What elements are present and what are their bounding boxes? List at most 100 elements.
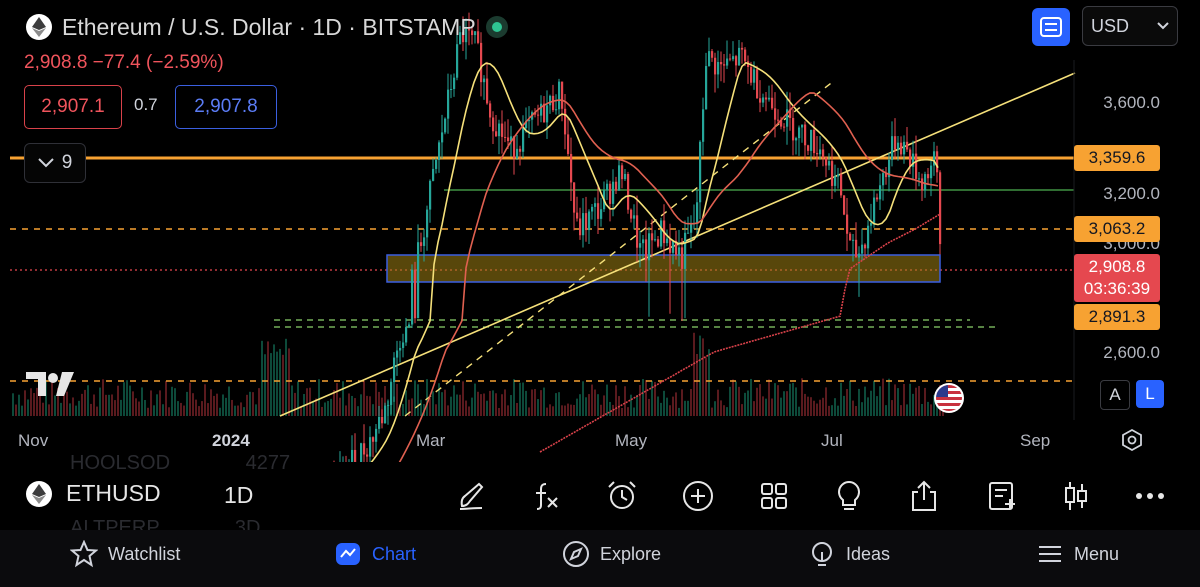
- candle-body: [465, 29, 468, 43]
- candle-body: [903, 141, 906, 155]
- candle-body: [426, 209, 429, 238]
- volume-bar: [663, 390, 665, 416]
- volume-bar: [669, 405, 671, 416]
- volume-bar: [159, 390, 161, 416]
- notes-icon[interactable]: [982, 476, 1022, 516]
- volume-bar: [918, 386, 920, 416]
- volume-bar: [294, 392, 296, 416]
- nav-watchlist[interactable]: Watchlist: [70, 540, 180, 568]
- candle-body: [543, 103, 546, 123]
- log-scale-button[interactable]: L: [1136, 380, 1164, 408]
- plus-circle-icon[interactable]: [678, 476, 718, 516]
- price-tag-support[interactable]: 2,891.3: [1074, 304, 1160, 330]
- lightbulb-icon[interactable]: [829, 476, 869, 516]
- ghost-value: 4277: [245, 452, 291, 474]
- candle-body: [480, 42, 483, 83]
- economic-events-flag-icon[interactable]: [933, 382, 965, 419]
- volume-bar: [705, 357, 707, 416]
- candle-body: [744, 49, 747, 62]
- candle-body: [636, 215, 639, 248]
- interval-selector[interactable]: 1D: [224, 482, 254, 508]
- volume-bar: [228, 386, 230, 416]
- volume-bar: [792, 382, 794, 416]
- volume-bar: [327, 401, 329, 416]
- chart-area[interactable]: Ethereum / U.S. Dollar · 1D · BITSTAMP 2…: [0, 0, 1200, 462]
- candle-body: [672, 240, 675, 253]
- candle-body: [354, 449, 357, 462]
- symbol-selector[interactable]: ETHUSD: [26, 480, 161, 507]
- nav-menu[interactable]: Menu: [1036, 540, 1119, 568]
- volume-bar: [111, 394, 113, 416]
- candle-body: [888, 159, 891, 178]
- candles-icon[interactable]: [1056, 476, 1096, 516]
- price-chart[interactable]: [0, 0, 1200, 462]
- volume-bar: [213, 395, 215, 416]
- candle-body: [585, 213, 588, 231]
- volume-bar: [129, 385, 131, 416]
- volume-bar: [489, 390, 491, 416]
- volume-bar: [24, 390, 26, 416]
- nav-ideas[interactable]: Ideas: [808, 540, 890, 568]
- candle-body: [591, 206, 594, 212]
- candle-body: [741, 47, 744, 50]
- volume-bar: [840, 382, 842, 416]
- buy-button[interactable]: 2,907.8: [175, 85, 277, 129]
- grid-icon[interactable]: [754, 476, 794, 516]
- fullscreen-button[interactable]: [1032, 8, 1070, 46]
- candle-body: [873, 197, 876, 223]
- volume-bar: [543, 387, 545, 416]
- volume-bar: [336, 383, 338, 416]
- volume-bar: [573, 404, 575, 416]
- price-tag-resistance[interactable]: 3,359.6: [1074, 145, 1160, 171]
- share-icon[interactable]: [904, 476, 944, 516]
- candle-body: [678, 247, 681, 256]
- volume-bar: [609, 401, 611, 416]
- volume-bar: [600, 404, 602, 416]
- candle-body: [822, 149, 825, 158]
- volume-bar: [687, 400, 689, 416]
- candle-body: [906, 141, 909, 150]
- nav-explore[interactable]: Explore: [562, 540, 661, 568]
- price-tag-level[interactable]: 3,063.2: [1074, 216, 1160, 242]
- volume-bar: [570, 404, 572, 416]
- volume-bar: [33, 393, 35, 416]
- candle-body: [384, 405, 387, 424]
- candle-body: [690, 223, 693, 233]
- volume-bar: [354, 398, 356, 416]
- sell-button[interactable]: 2,907.1: [24, 85, 122, 129]
- brush-icon[interactable]: [452, 476, 492, 516]
- trend-line-dashed: [404, 79, 836, 417]
- auto-scale-button[interactable]: A: [1100, 380, 1130, 410]
- formula-icon[interactable]: [526, 476, 566, 516]
- ethereum-logo-icon: [26, 480, 52, 507]
- nav-chart[interactable]: Chart: [334, 540, 416, 568]
- candle-body: [801, 124, 804, 128]
- time-axis-label: Jul: [821, 431, 843, 450]
- volume-bar: [927, 401, 929, 416]
- volume-bar: [393, 396, 395, 416]
- candle-body: [600, 209, 603, 219]
- candle-body: [819, 149, 822, 155]
- volume-bar: [795, 387, 797, 416]
- volume-bar: [357, 406, 359, 416]
- candle-body: [918, 178, 921, 180]
- volume-bar: [381, 397, 383, 416]
- alarm-icon[interactable]: [602, 476, 642, 516]
- more-icon[interactable]: [1130, 476, 1170, 516]
- candle-body: [579, 218, 582, 236]
- volume-bar: [276, 351, 278, 416]
- chart-settings-icon[interactable]: [1120, 428, 1144, 457]
- volume-bar: [456, 394, 458, 416]
- volume-bar: [426, 379, 428, 416]
- volume-bar: [84, 389, 86, 416]
- volume-bar: [459, 394, 461, 416]
- volume-bar: [201, 401, 203, 416]
- currency-select[interactable]: USD: [1082, 6, 1178, 46]
- volume-bar: [225, 397, 227, 416]
- volume-bar: [375, 382, 377, 416]
- candle-body: [705, 66, 708, 110]
- candle-body: [930, 165, 933, 179]
- indicators-toggle-button[interactable]: 9: [24, 143, 86, 183]
- candle-body: [582, 213, 585, 236]
- candle-body: [471, 30, 474, 36]
